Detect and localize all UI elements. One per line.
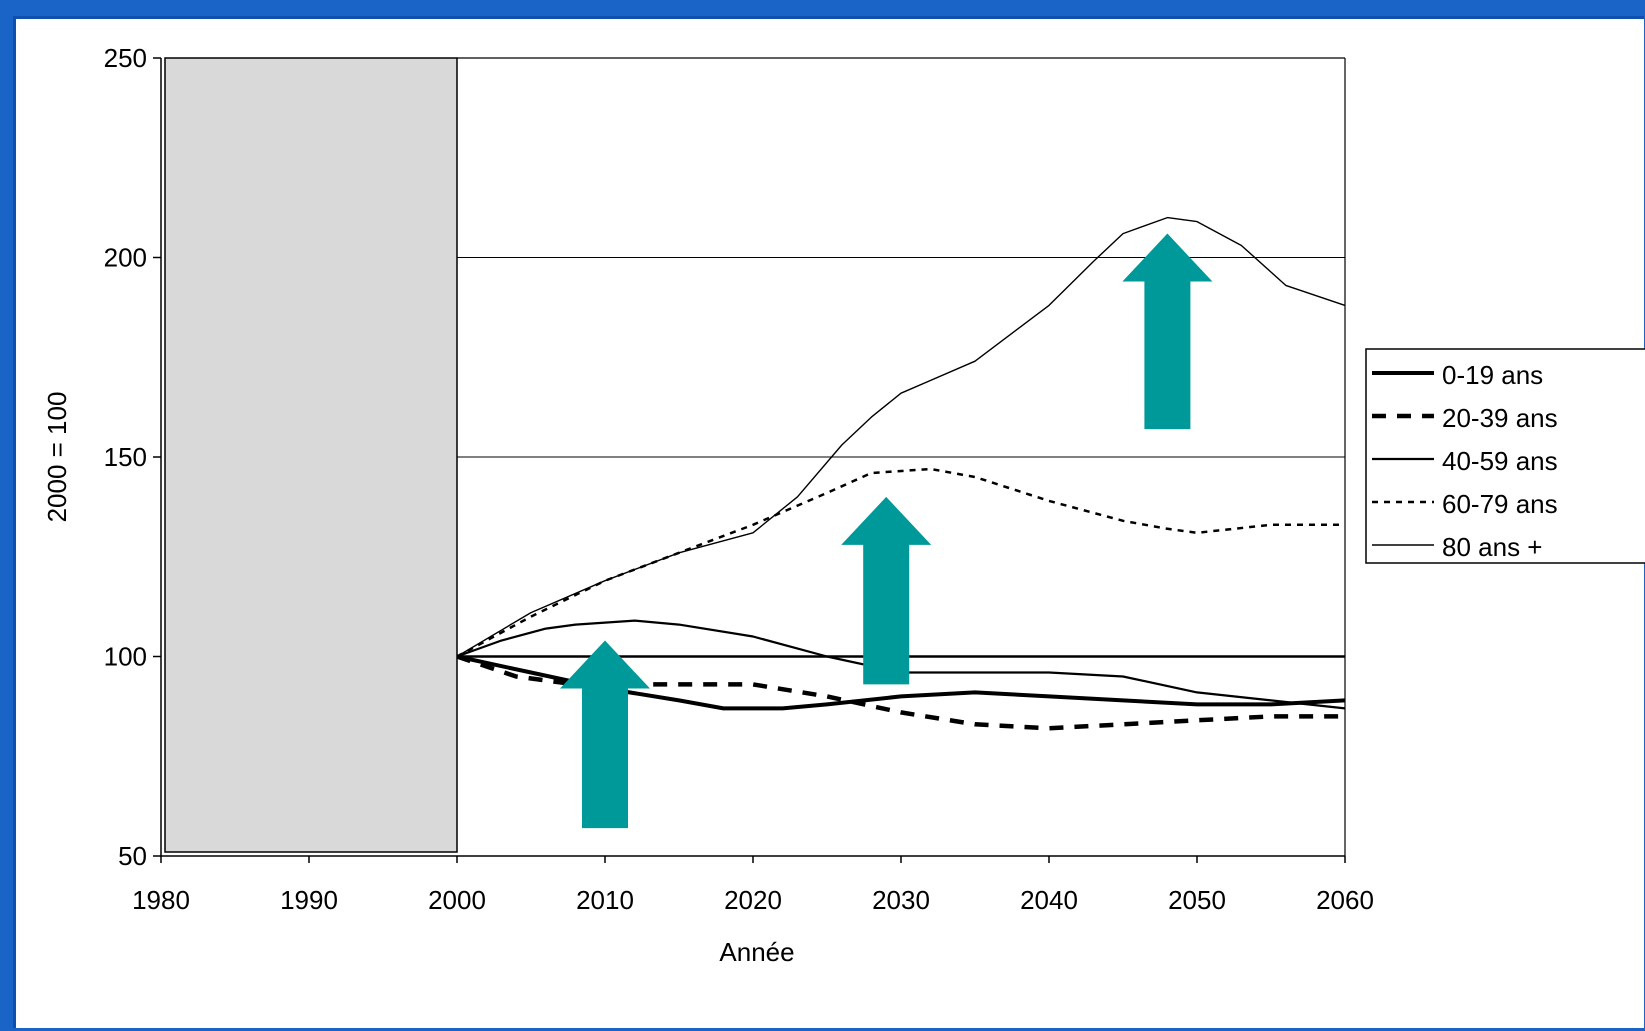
y-axis-title: 2000 = 100: [42, 392, 72, 523]
x-tick-label-2060: 2060: [1316, 885, 1374, 915]
axis-layer: 50 100 150 200 250 1980 1990 2000 2010 2020 2030 20…: [104, 43, 1374, 915]
legend: 0-19 ans 20-39 ans 40-59 ans 60-79 ans 80 an…: [1365, 348, 1645, 564]
shaded-period-bar: [164, 57, 458, 853]
x-tick-label-2040: 2040: [1020, 885, 1078, 915]
x-tick-label-2020: 2020: [724, 885, 782, 915]
y-tick-label-200: 200: [104, 243, 147, 273]
x-tick-label-1980: 1980: [132, 885, 190, 915]
arrow-layer: [560, 233, 1213, 829]
legend-label-3: 40-59 ans: [1442, 446, 1558, 476]
legend-label-5: 80 ans +: [1442, 532, 1542, 562]
x-axis-title: Année: [719, 937, 794, 967]
legend-label-4: 60-79 ans: [1442, 489, 1558, 519]
legend-box: [1365, 348, 1645, 564]
up-arrow-icon: [841, 496, 932, 685]
x-tick-label-1990: 1990: [280, 885, 338, 915]
legend-label-1: 0-19 ans: [1442, 360, 1543, 390]
x-tick-label-2030: 2030: [872, 885, 930, 915]
x-tick-label-2010: 2010: [576, 885, 634, 915]
y-tick-label-150: 150: [104, 442, 147, 472]
x-tick-label-2050: 2050: [1168, 885, 1226, 915]
up-arrow-icon: [1122, 233, 1213, 430]
y-tick-label-250: 250: [104, 43, 147, 73]
series-line-3: [456, 619, 1346, 710]
series-line-5: [456, 216, 1346, 658]
y-tick-label-50: 50: [118, 841, 147, 871]
shaded-period-layer: [164, 57, 458, 853]
label-layer: 2000 = 100 Année: [42, 392, 795, 967]
line-chart: 50 100 150 200 250 1980 1990 2000 2010 2020 2030 20…: [42, 43, 1645, 967]
legend-label-2: 20-39 ans: [1442, 403, 1558, 433]
up-arrow-icon: [560, 640, 650, 829]
y-tick-label-100: 100: [104, 642, 147, 672]
chart-panel: 50 100 150 200 250 1980 1990 2000 2010 2020 2030 20…: [13, 16, 1645, 1028]
x-tick-label-2000: 2000: [428, 885, 486, 915]
